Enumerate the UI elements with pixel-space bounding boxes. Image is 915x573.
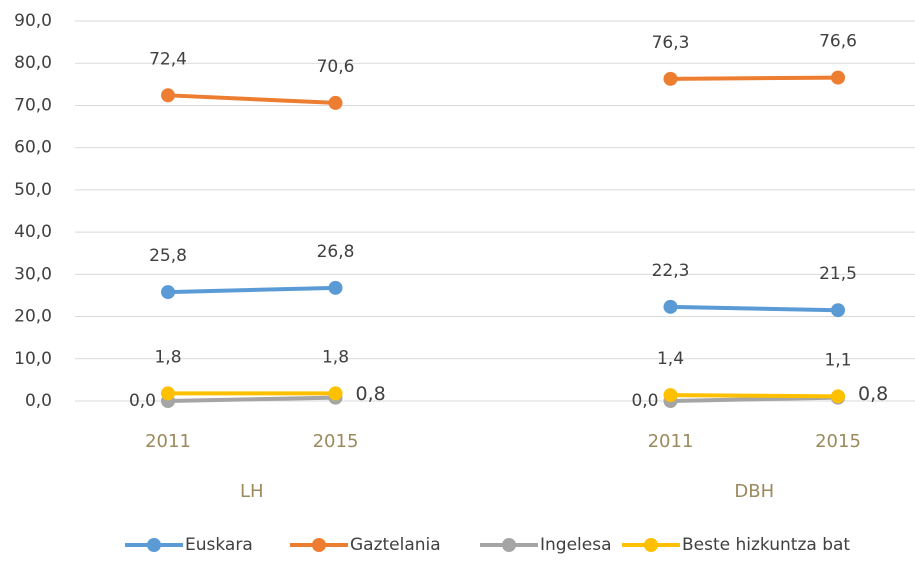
marker [831,303,845,318]
series-line [166,285,840,313]
data-label: 70,6 [317,57,355,77]
y-tick-label: 20,0 [14,307,52,327]
marker [663,71,678,86]
marker [831,70,845,85]
marker [328,95,343,110]
y-tick-label: 70,0 [14,95,52,115]
data-label: 1,1 [824,350,851,370]
data-label: 76,3 [652,33,690,53]
y-tick-label: 60,0 [14,138,52,158]
data-label: 1,8 [322,347,349,367]
data-label: 0,8 [858,383,888,405]
data-label: 76,6 [819,32,857,52]
series-line [166,395,840,403]
marker [161,88,175,103]
marker [663,299,678,314]
data-label: 22,3 [652,261,690,281]
legend-marker [644,538,658,552]
series-line [166,391,840,399]
legend-label: Euskara [185,535,253,555]
y-tick-label: 90,0 [14,11,52,31]
y-tick-label: 80,0 [14,53,52,73]
data-label: 1,4 [657,349,684,369]
series-line [166,75,840,105]
data-label: 72,4 [149,49,187,69]
marker [161,386,175,401]
marker [663,388,678,403]
x-tick-label: 2015 [313,431,359,452]
legend-label: Beste hizkuntza bat [682,535,850,555]
group-label: LH [240,481,264,502]
legend-label: Ingelesa [540,535,612,555]
data-label: 21,5 [819,264,857,284]
group-label: DBH [734,481,774,502]
y-tick-label: 30,0 [14,264,52,284]
legend-marker [502,538,516,552]
y-tick-label: 40,0 [14,222,52,242]
data-label: 0,0 [129,391,156,411]
marker [328,386,343,401]
data-label: 1,8 [154,347,181,367]
legend-marker [147,538,161,552]
marker [831,389,845,404]
data-label: 0,0 [631,391,658,411]
x-tick-label: 2011 [145,431,191,452]
data-label: 25,8 [149,246,187,266]
data-label: 0,8 [356,383,386,405]
y-tick-label: 10,0 [14,349,52,369]
y-tick-label: 0,0 [25,391,52,411]
legend-label: Gaztelania [350,535,441,555]
legend-marker [312,538,326,552]
x-tick-label: 2011 [648,431,694,452]
x-tick-label: 2015 [815,431,861,452]
y-tick-label: 50,0 [14,180,52,200]
marker [328,280,343,295]
data-label: 26,8 [317,242,355,262]
marker [161,285,175,300]
